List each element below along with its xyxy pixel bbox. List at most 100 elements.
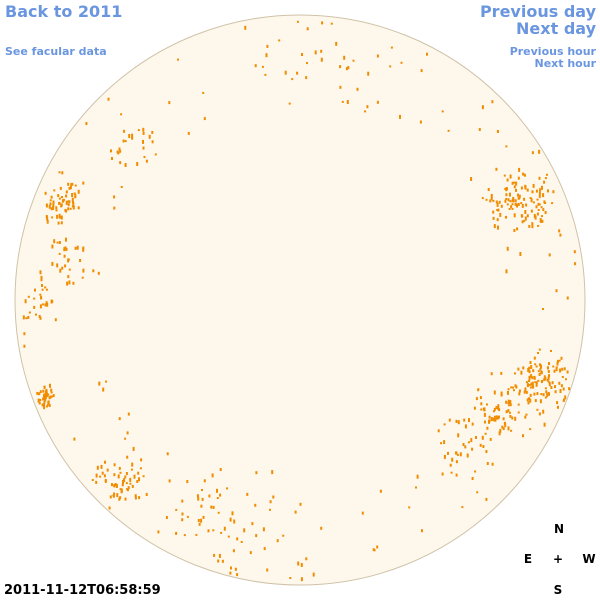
facula <box>546 393 549 398</box>
facula <box>166 452 169 456</box>
facula <box>563 367 566 371</box>
facular-link[interactable]: See facular data <box>5 45 107 58</box>
facula <box>522 366 525 370</box>
facula <box>266 568 269 572</box>
facula <box>517 202 520 206</box>
facula <box>341 100 344 103</box>
facula <box>556 361 559 366</box>
facula <box>181 518 184 522</box>
facula <box>451 457 454 462</box>
facula <box>524 216 527 221</box>
facula <box>254 503 257 507</box>
facula <box>103 474 106 478</box>
facula <box>547 189 549 193</box>
facula <box>65 190 68 194</box>
facula <box>284 70 287 75</box>
facula <box>74 246 77 250</box>
facula <box>71 197 74 202</box>
facula <box>517 403 520 406</box>
facula <box>440 442 442 445</box>
facula <box>539 218 542 222</box>
facula <box>116 150 119 154</box>
facula <box>493 415 496 419</box>
facula <box>550 350 552 352</box>
facula <box>217 511 220 514</box>
facula <box>488 415 491 419</box>
facula <box>121 483 124 487</box>
facula <box>113 206 116 210</box>
facula <box>58 241 61 244</box>
facula <box>114 483 117 486</box>
facula <box>548 374 550 378</box>
facula <box>120 488 123 493</box>
facula <box>123 478 126 483</box>
facula <box>320 526 323 530</box>
facula <box>376 545 379 549</box>
facula <box>58 252 61 255</box>
facula <box>496 130 499 133</box>
facula <box>522 434 524 438</box>
facula <box>497 225 499 230</box>
facula <box>481 197 484 200</box>
timestamp: 2011-11-12T06:58:59 <box>4 583 161 598</box>
facula <box>524 415 527 419</box>
facula <box>203 479 206 483</box>
solar-disk <box>14 14 586 586</box>
facula <box>498 200 501 204</box>
facula <box>95 480 98 484</box>
facula <box>101 471 104 475</box>
facula <box>529 386 532 389</box>
next-day-link[interactable]: Next day <box>516 19 596 38</box>
facula <box>468 418 470 423</box>
previous-hour-link[interactable]: Previous hour <box>509 45 596 58</box>
facula <box>210 505 213 509</box>
facula <box>518 197 521 200</box>
facula <box>168 479 171 483</box>
facula <box>498 431 501 436</box>
facula <box>343 55 346 60</box>
next-hour-link[interactable]: Next hour <box>534 57 597 70</box>
facula <box>52 200 55 204</box>
facula <box>531 376 534 380</box>
facula <box>54 318 57 322</box>
facula <box>220 531 223 534</box>
facula <box>510 429 513 432</box>
facula <box>482 445 485 448</box>
facula <box>48 404 51 407</box>
facula <box>537 209 540 211</box>
facula <box>73 437 76 441</box>
facula <box>450 471 453 474</box>
facula <box>124 140 127 143</box>
facula <box>506 246 509 251</box>
facula <box>126 488 129 491</box>
facula <box>118 497 121 501</box>
facula <box>70 183 73 186</box>
facula <box>61 196 63 198</box>
facula <box>531 225 534 229</box>
facula <box>49 395 52 399</box>
facula <box>107 97 110 101</box>
facula <box>100 464 103 469</box>
facula <box>521 203 524 208</box>
facula <box>79 259 82 262</box>
facula <box>513 389 515 392</box>
facula <box>111 157 113 160</box>
facula <box>525 413 528 416</box>
facula <box>543 200 546 204</box>
facula <box>527 401 530 405</box>
facula <box>526 214 529 218</box>
facula <box>352 59 355 62</box>
back-link[interactable]: Back to 2011 <box>5 2 123 21</box>
facula <box>69 207 72 210</box>
facula <box>541 219 544 223</box>
facula <box>443 440 446 445</box>
facula <box>261 65 264 68</box>
facula <box>122 479 124 484</box>
facula <box>236 537 239 541</box>
facula <box>39 399 42 401</box>
facula <box>558 359 561 362</box>
facula <box>566 370 569 374</box>
previous-day-link[interactable]: Previous day <box>479 2 596 21</box>
facula <box>533 377 536 380</box>
